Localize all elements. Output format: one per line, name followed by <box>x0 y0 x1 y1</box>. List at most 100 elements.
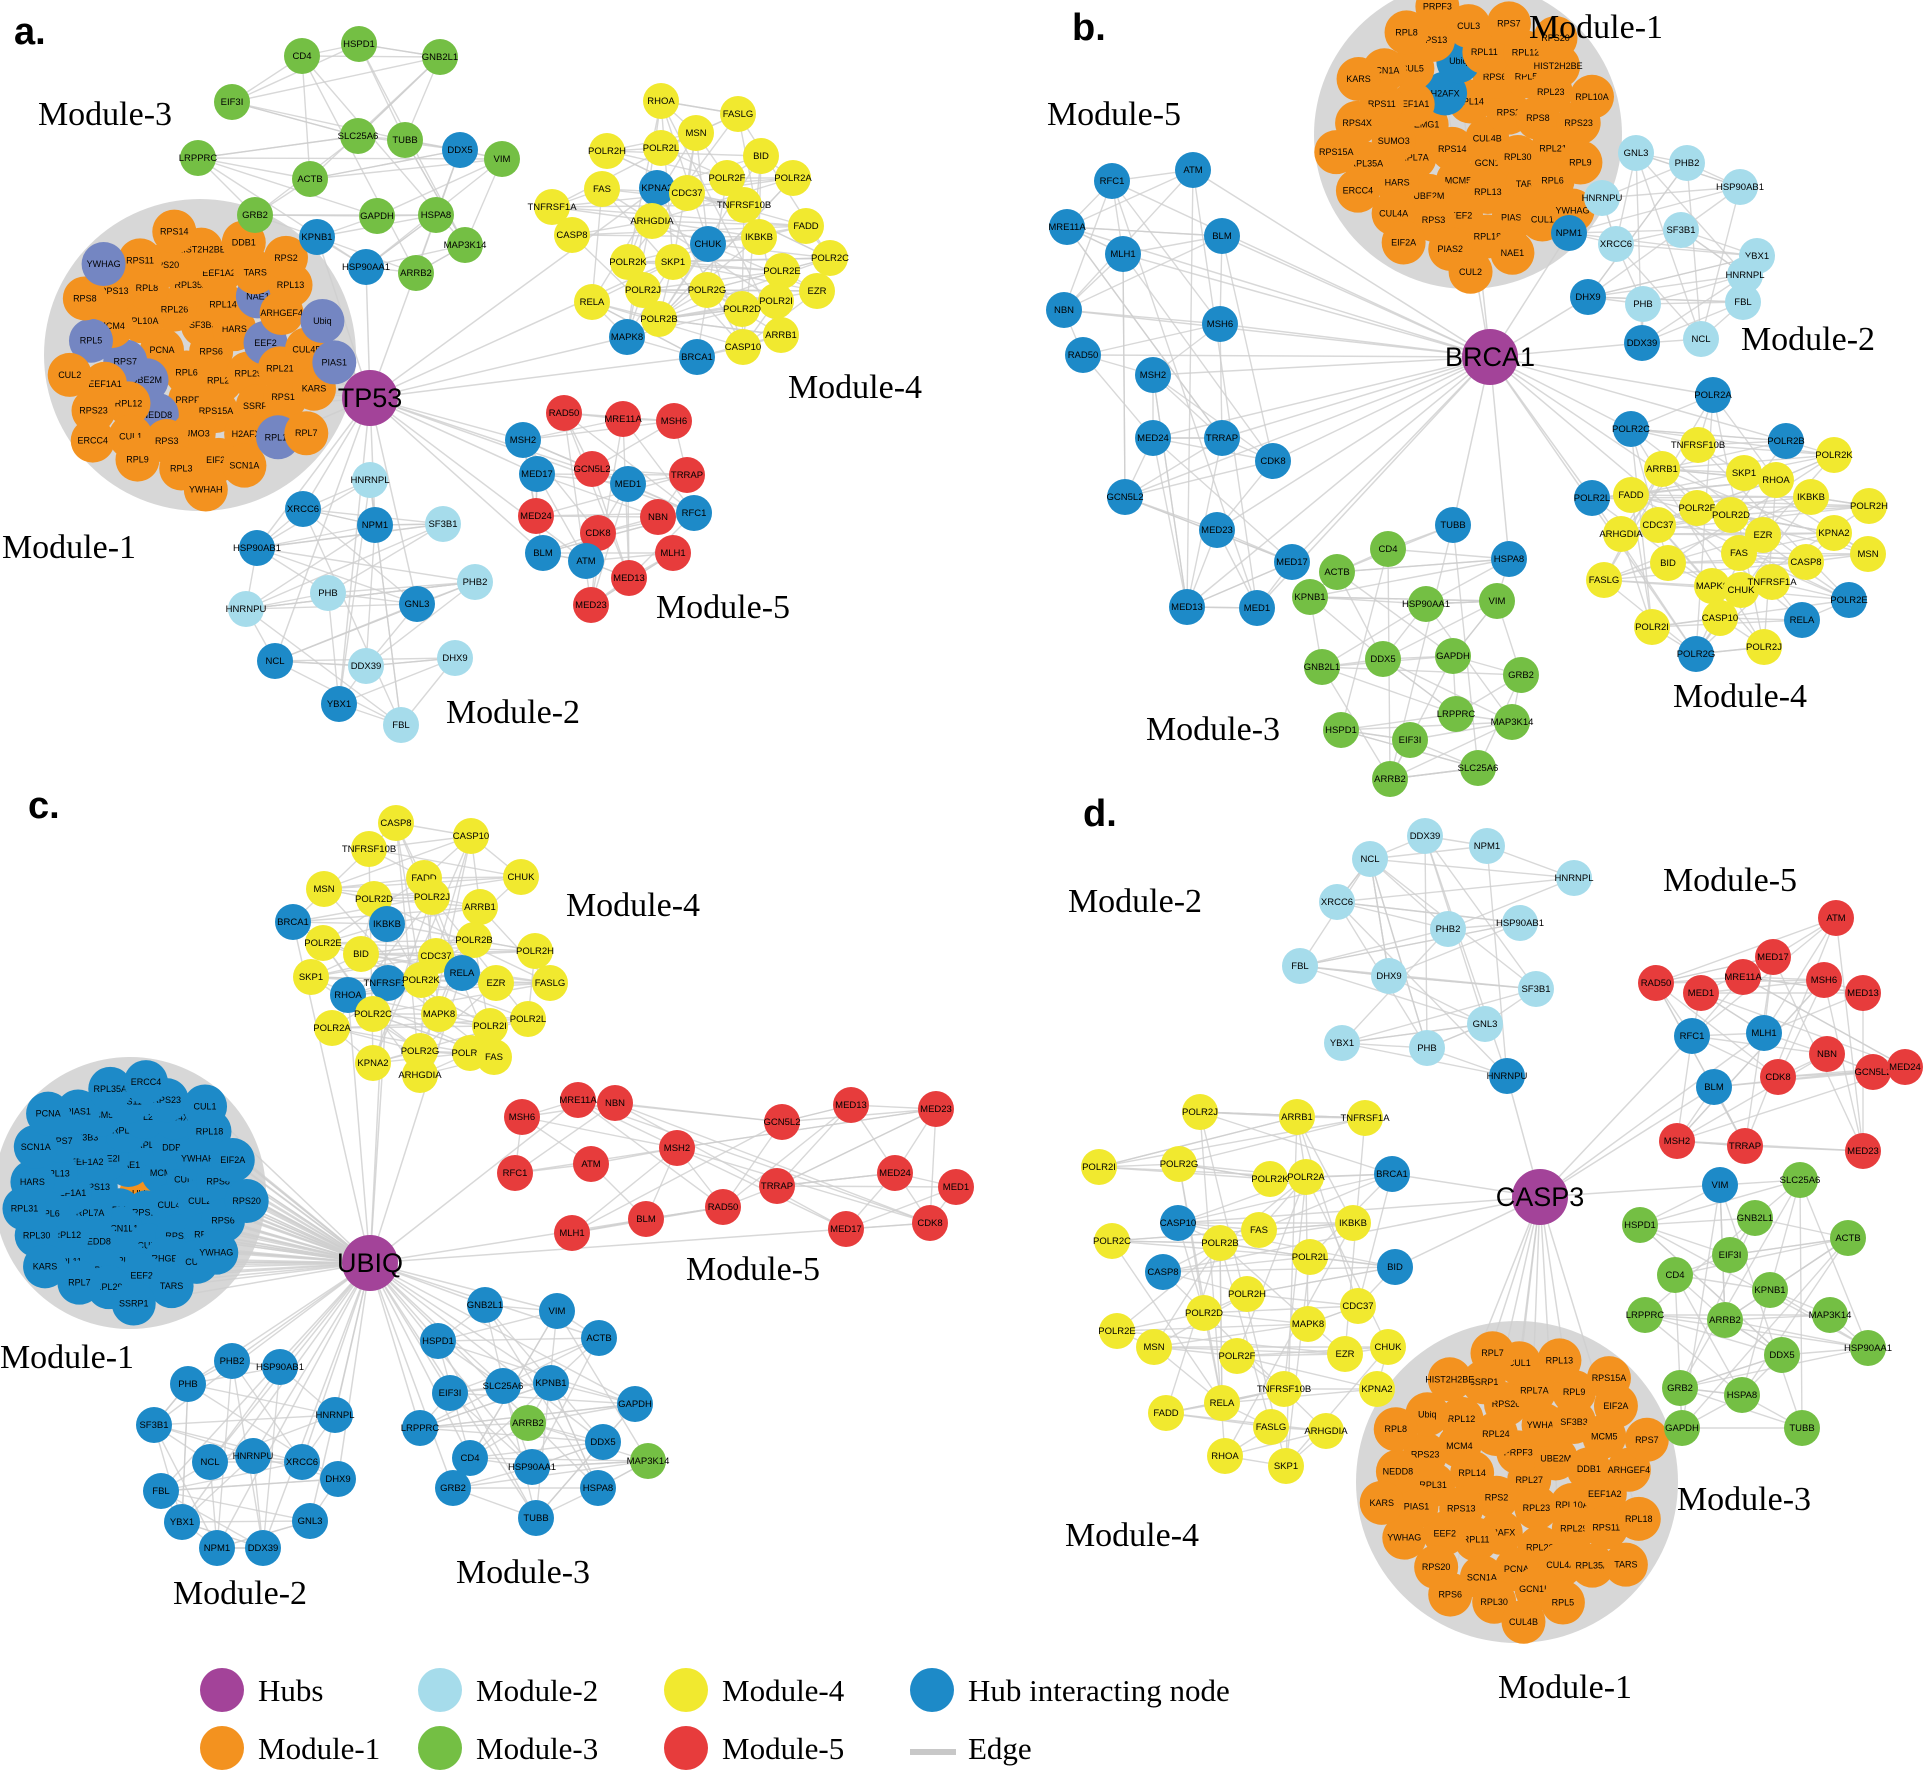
edge <box>395 822 422 981</box>
edge <box>337 1262 371 1480</box>
node-label: NCL <box>265 656 284 667</box>
edge <box>204 1105 371 1264</box>
node-label: GNB2L1 <box>467 1300 503 1311</box>
node-label: TRRAP <box>761 1181 793 1192</box>
edge <box>1369 858 1390 977</box>
edge <box>1389 655 1454 780</box>
node-label: ARRB2 <box>512 1418 544 1429</box>
node-label: H2AFX <box>1431 88 1460 98</box>
edge <box>369 1262 454 1489</box>
node-label: MAPK8 <box>1292 1319 1324 1330</box>
node <box>1514 1485 1559 1530</box>
node-label: EEF2 <box>254 338 277 348</box>
node-label: MSN <box>1143 1342 1164 1353</box>
edge <box>1219 1222 1354 1244</box>
node-label: CUL1 <box>194 1101 217 1111</box>
edge <box>1177 1173 1393 1224</box>
edge <box>365 524 376 667</box>
edge <box>591 188 603 303</box>
edge <box>1321 603 1427 668</box>
node <box>23 1244 68 1289</box>
node-label: PHB2 <box>463 577 488 588</box>
node <box>1809 1036 1845 1072</box>
edge <box>1124 437 1223 498</box>
node-label: RPS20 <box>151 260 180 270</box>
node-label: YWHAG <box>1387 1533 1421 1543</box>
node-label: TARS <box>1614 1560 1637 1570</box>
edge <box>231 101 359 137</box>
node-label: RPL29 <box>234 369 262 379</box>
edge <box>1221 356 1491 439</box>
node <box>420 1323 456 1359</box>
node <box>378 805 414 841</box>
edge <box>369 1262 421 1429</box>
node <box>611 560 647 596</box>
edge <box>327 592 340 705</box>
node <box>68 318 113 363</box>
node-label: RPL14 <box>1456 96 1484 106</box>
node <box>1409 1030 1445 1066</box>
edge <box>1388 922 1521 977</box>
edge <box>181 1383 189 1523</box>
node <box>724 291 760 327</box>
node <box>1726 455 1762 491</box>
node-label: HSPD1 <box>1624 1220 1656 1231</box>
node-label: RPL13 <box>1474 187 1502 197</box>
node <box>149 1264 194 1309</box>
panel-letter: a. <box>14 11 46 53</box>
node <box>1722 169 1758 205</box>
node-label: FAS <box>1250 1225 1268 1236</box>
node <box>399 586 435 622</box>
node-label: RPL7A <box>1400 152 1429 162</box>
node <box>539 1293 575 1329</box>
node <box>659 1130 695 1166</box>
node-label: RPL9 <box>126 455 149 465</box>
edge <box>672 261 783 272</box>
node-label: HARS <box>20 1177 45 1187</box>
node-label: MCM4 <box>98 321 125 331</box>
node <box>1644 451 1680 487</box>
node <box>402 1057 438 1093</box>
edge <box>1066 169 1194 228</box>
node <box>764 1104 800 1140</box>
node-label: TUBB <box>1440 520 1465 531</box>
module-label: Module-2 <box>446 694 580 731</box>
node-label: BLM <box>533 548 553 559</box>
node-label: Ubiq <box>1418 1409 1437 1419</box>
node-label: POLR2F <box>1679 503 1716 514</box>
node-label: RPL31 <box>1419 1480 1447 1490</box>
node-label: RPS15A <box>199 406 234 416</box>
hub-node <box>1462 329 1518 385</box>
node <box>533 1365 569 1401</box>
node-label: POLR2F <box>1219 1351 1256 1362</box>
edge <box>1111 1240 1223 1404</box>
node-label: RPS3 <box>1422 215 1446 225</box>
node <box>435 1470 471 1506</box>
node-label: GNB2L1 <box>422 52 458 63</box>
edge <box>160 1490 311 1522</box>
node-label: SCN1A <box>1467 1572 1497 1582</box>
node-label: ARRB1 <box>464 902 496 913</box>
node-label: FADD <box>1153 1408 1178 1419</box>
node <box>689 272 725 308</box>
edge <box>571 1147 678 1234</box>
edge <box>1686 162 1702 340</box>
node <box>284 1444 320 1480</box>
node-label: PIAS1 <box>1404 1501 1430 1511</box>
edge <box>1321 666 1522 676</box>
node-label: TNFRSF10B <box>717 200 771 211</box>
node <box>1638 965 1674 1001</box>
node-label: PHB <box>178 1379 198 1390</box>
node <box>705 1189 741 1225</box>
node-label: POLR2B <box>640 314 678 325</box>
node-label: YBX1 <box>1330 1038 1354 1049</box>
module-label: Module-5 <box>656 589 790 626</box>
node-label: FAS <box>1730 548 1748 559</box>
node <box>1650 545 1686 581</box>
node <box>560 1082 596 1118</box>
node <box>1752 1272 1788 1308</box>
node-label: NAE1 <box>117 1160 141 1170</box>
module-label: Module-1 <box>1529 9 1663 46</box>
edge <box>262 1262 371 1549</box>
node-label: KPNB1 <box>1754 1285 1785 1296</box>
